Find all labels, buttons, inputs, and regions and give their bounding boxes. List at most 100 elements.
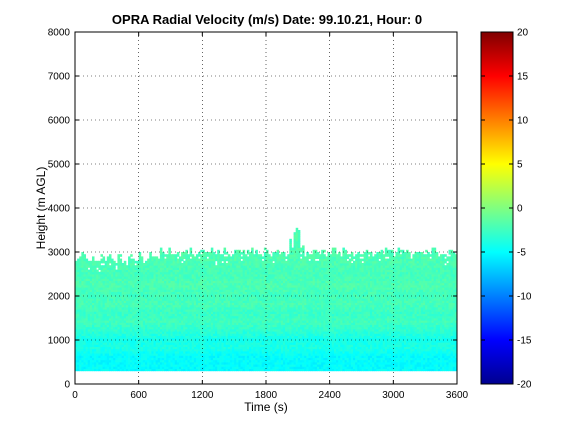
heatmap-cell	[130, 300, 133, 303]
heatmap-cell	[185, 359, 188, 363]
heatmap-cell	[259, 304, 263, 308]
heatmap-cell	[140, 351, 144, 354]
heatmap-cell	[83, 353, 87, 356]
heatmap-cell	[221, 278, 224, 281]
heatmap-cell	[202, 368, 205, 372]
heatmap-cell	[189, 267, 193, 270]
heatmap-cell	[208, 291, 212, 295]
heatmap-cell	[210, 247, 214, 251]
heatmap-cell	[147, 318, 150, 321]
heatmap-cell	[87, 269, 91, 273]
heatmap-cell	[147, 355, 150, 358]
heatmap-cell	[81, 313, 84, 317]
heatmap-cell	[223, 263, 227, 266]
heatmap-cell	[263, 351, 267, 354]
heatmap-cell	[249, 260, 252, 264]
heatmap-cell	[181, 304, 184, 308]
heatmap-cell	[94, 269, 97, 273]
heatmap-cell	[140, 344, 144, 347]
heatmap-cell	[215, 313, 218, 317]
heatmap-cell	[79, 353, 82, 356]
heatmap-cell	[261, 353, 265, 356]
heatmap-cell	[246, 296, 250, 299]
heatmap-cell	[276, 359, 280, 363]
heatmap-cell	[96, 329, 99, 332]
heatmap-cell	[189, 274, 193, 277]
heatmap-cell	[96, 309, 99, 312]
heatmap-cell	[249, 340, 252, 343]
heatmap-cell	[159, 280, 163, 284]
heatmap-cell	[261, 368, 265, 372]
heatmap-cell	[145, 331, 148, 334]
heatmap-cell	[142, 362, 146, 365]
heatmap-cell	[113, 324, 116, 328]
heatmap-cell	[200, 289, 203, 292]
heatmap-cell	[98, 296, 101, 299]
heatmap-cell	[168, 258, 171, 262]
heatmap-cell	[96, 368, 99, 372]
heatmap-cell	[253, 324, 256, 328]
heatmap-cell	[157, 285, 161, 288]
heatmap-cell	[138, 285, 142, 288]
heatmap-cell	[202, 324, 205, 328]
heatmap-cell	[108, 289, 112, 292]
heatmap-cell	[210, 271, 214, 275]
heatmap-cell	[259, 340, 263, 343]
heatmap-cell	[159, 346, 163, 350]
heatmap-cell	[189, 296, 193, 299]
heatmap-cell	[238, 335, 241, 339]
heatmap-cell	[162, 320, 165, 323]
heatmap-cell	[136, 324, 140, 328]
heatmap-cell	[255, 298, 258, 301]
heatmap-cell	[225, 274, 229, 277]
heatmap-cell	[151, 309, 154, 312]
heatmap-cell	[176, 285, 180, 288]
heatmap-cell	[130, 278, 133, 281]
heatmap-cell	[149, 296, 152, 299]
heatmap-cell	[115, 331, 118, 334]
heatmap-cell	[189, 247, 193, 251]
heatmap-cell	[104, 269, 108, 273]
heatmap-cell	[77, 296, 80, 299]
heatmap-cell	[145, 269, 148, 273]
heatmap-cell	[153, 364, 157, 367]
heatmap-cell	[157, 289, 161, 292]
heatmap-cell	[229, 315, 233, 319]
heatmap-cell	[151, 366, 154, 369]
heatmap-cell	[227, 298, 231, 301]
heatmap-cell	[119, 344, 123, 347]
heatmap-cell	[153, 267, 157, 270]
heatmap-cell	[96, 335, 99, 339]
heatmap-cell	[147, 280, 150, 284]
heatmap-cell	[266, 307, 269, 310]
heatmap-cell	[217, 304, 220, 308]
heatmap-cell	[210, 348, 214, 352]
heatmap-cell	[104, 344, 108, 347]
heatmap-cell	[215, 296, 218, 299]
heatmap-cell	[91, 353, 95, 356]
heatmap-cell	[147, 353, 150, 356]
heatmap-cell	[198, 269, 201, 273]
heatmap-cell	[181, 342, 184, 345]
heatmap-cell	[162, 353, 165, 356]
heatmap-cell	[261, 322, 265, 325]
heatmap-cell	[259, 315, 263, 319]
heatmap-cell	[119, 353, 123, 356]
heatmap-cell	[140, 271, 144, 275]
heatmap-cell	[98, 366, 101, 369]
heatmap-cell	[266, 291, 269, 295]
heatmap-cell	[221, 353, 224, 356]
heatmap-cell	[132, 313, 135, 317]
heatmap-cell	[172, 366, 176, 369]
heatmap-cell	[153, 265, 157, 268]
heatmap-cell	[151, 364, 154, 367]
heatmap-cell	[195, 340, 199, 343]
heatmap-cell	[162, 267, 165, 270]
heatmap-cell	[145, 353, 148, 356]
heatmap-cell	[125, 326, 129, 330]
heatmap-cell	[202, 348, 205, 352]
heatmap-cell	[149, 362, 152, 365]
heatmap-cell	[236, 276, 239, 279]
heatmap-cell	[91, 271, 95, 275]
heatmap-cell	[223, 302, 227, 306]
